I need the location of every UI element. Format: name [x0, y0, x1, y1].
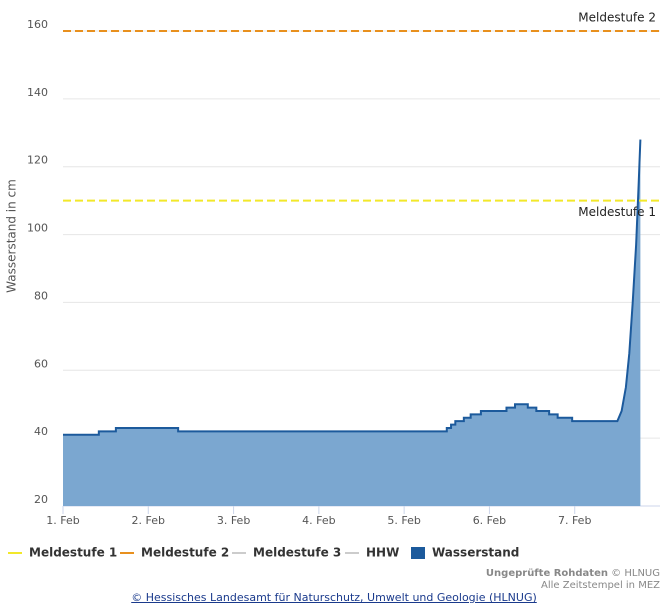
y-tick-label: 20	[34, 493, 48, 506]
chart: Wasserstand in cm Ungeprüfte Rohdaten © …	[5, 11, 661, 591]
y-tick-label: 120	[27, 154, 48, 167]
legend-item[interactable]: Meldestufe 2	[141, 546, 229, 560]
y-tick-label: 140	[27, 86, 48, 99]
legend-item[interactable]: Meldestufe 1	[29, 546, 117, 560]
y-tick-label: 80	[34, 289, 48, 302]
x-tick-label: 1. Feb	[46, 514, 79, 527]
x-tick-label: 6. Feb	[473, 514, 506, 527]
y-tick-label: 160	[27, 18, 48, 31]
threshold-label: Meldestufe 1	[578, 205, 656, 219]
legend-item[interactable]: Wasserstand	[432, 546, 519, 560]
legend-item[interactable]: HHW	[366, 546, 399, 560]
y-tick-label: 100	[27, 222, 48, 235]
y-axis-label: Wasserstand in cm	[5, 179, 19, 293]
area	[63, 139, 641, 507]
footer: © Hessisches Landesamt für Naturschutz, …	[0, 591, 668, 604]
y-tick-label: 60	[34, 357, 48, 370]
x-tick-label: 2. Feb	[132, 514, 165, 527]
footer-link[interactable]: © Hessisches Landesamt für Naturschutz, …	[131, 591, 537, 604]
x-tick-label: 3. Feb	[217, 514, 250, 527]
credits-rest: © HLNUG	[611, 568, 660, 579]
y-tick-label: 40	[34, 425, 48, 438]
credits-line2: Alle Zeitstempel in MEZ	[541, 580, 660, 590]
x-tick-label: 7. Feb	[558, 514, 591, 527]
x-tick-label: 4. Feb	[302, 514, 335, 527]
credits: Ungeprüfte Rohdaten © HLNUG	[486, 568, 660, 579]
threshold-label: Meldestufe 2	[578, 11, 656, 25]
x-tick-label: 5. Feb	[387, 514, 420, 527]
credits-bold: Ungeprüfte Rohdaten	[486, 568, 608, 579]
legend-item[interactable]: Meldestufe 3	[253, 546, 341, 560]
legend-symbol	[411, 547, 425, 559]
line	[63, 139, 642, 436]
